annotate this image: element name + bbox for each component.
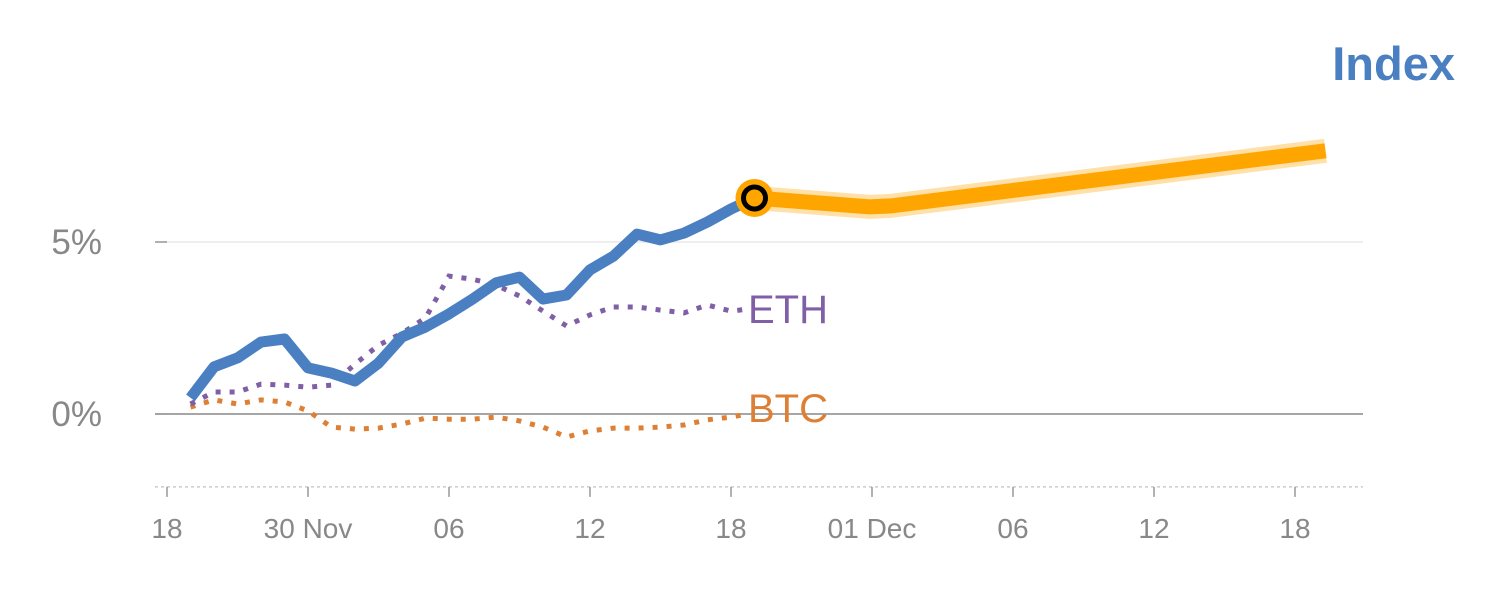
x-tick-label: 06 — [433, 513, 464, 544]
series-lines — [186, 138, 1328, 440]
x-tick-label: 06 — [997, 513, 1028, 544]
x-tick-label: 18 — [1279, 513, 1310, 544]
forecast-line — [753, 143, 1327, 215]
x-tick-label: 12 — [1138, 513, 1169, 544]
x-tick-label: 18 — [715, 513, 746, 544]
eth-label: ETH — [748, 288, 828, 332]
eth-line — [189, 273, 748, 407]
x-axis: 18 30 Nov 06 12 18 01 Dec 06 12 18 — [151, 486, 1363, 544]
index-line — [186, 193, 757, 402]
x-tick-label: 12 — [574, 513, 605, 544]
x-tick-label: 30 Nov — [264, 513, 353, 544]
btc-label: BTC — [748, 387, 828, 431]
current-point-ring — [741, 184, 768, 212]
y-axis: 0% 5% — [51, 223, 102, 434]
x-tick-label: 01 Dec — [828, 513, 917, 544]
y-tick-label: 5% — [51, 223, 102, 262]
gridlines — [155, 241, 1363, 415]
x-tick-label: 18 — [151, 513, 182, 544]
y-tick-label: 0% — [51, 395, 102, 434]
chart-title: Index — [1332, 37, 1455, 90]
btc-line — [189, 397, 748, 440]
